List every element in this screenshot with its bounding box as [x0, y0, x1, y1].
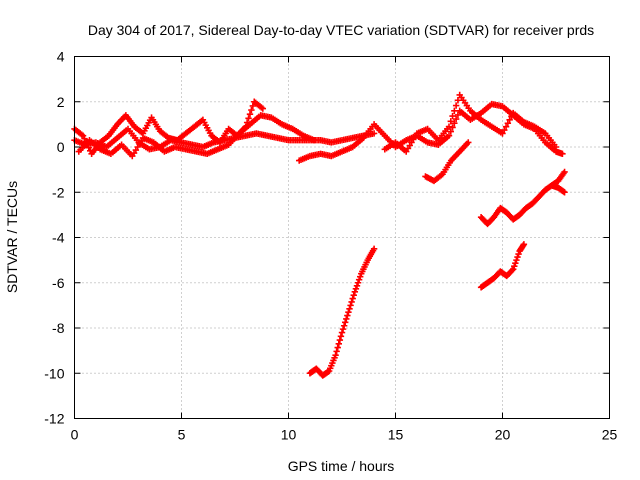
data-point	[345, 308, 352, 316]
data-point	[447, 128, 454, 135]
data-point	[353, 282, 361, 289]
data-point	[454, 111, 462, 119]
data-point	[342, 319, 349, 326]
data-point	[336, 336, 344, 344]
y-axis-label: SDTVAR / TECUs	[4, 181, 20, 293]
data-point	[346, 305, 353, 312]
data-point	[451, 120, 458, 127]
data-point	[511, 262, 518, 270]
x-tick-label: 5	[178, 427, 186, 443]
x-tick-label: 20	[495, 427, 511, 443]
series-arc-steep	[306, 245, 378, 379]
data-point	[370, 245, 378, 253]
y-tick-label: -8	[52, 320, 65, 336]
data-point	[504, 120, 512, 127]
data-point	[501, 126, 508, 134]
series-arc-descend	[422, 139, 472, 185]
data-point	[355, 276, 363, 283]
data-point	[513, 256, 520, 264]
data-point	[370, 130, 378, 137]
data-point	[334, 344, 341, 351]
data-point	[445, 123, 453, 130]
data-point	[508, 267, 516, 274]
series-arc-main-c	[71, 98, 267, 157]
y-tick-label: -6	[52, 275, 65, 291]
y-tick-label: -10	[44, 365, 64, 381]
data-point	[348, 298, 355, 306]
data-point	[447, 118, 454, 125]
y-tick-label: 2	[57, 94, 65, 110]
data-point	[506, 116, 513, 124]
data-point	[344, 312, 351, 319]
y-tick-label: -2	[52, 184, 65, 200]
data-point	[245, 115, 252, 122]
data-point	[502, 123, 510, 130]
data-point	[337, 333, 345, 340]
x-tick-label: 15	[388, 427, 404, 443]
data-point	[454, 97, 462, 104]
chart-title: Day 304 of 2017, Sidereal Day-to-day VTE…	[88, 22, 594, 38]
data-point	[335, 340, 342, 348]
data-point	[246, 110, 254, 118]
series-arc-rise-a	[477, 168, 568, 228]
data-point	[356, 273, 364, 280]
data-point	[343, 315, 350, 323]
x-axis-label: GPS time / hours	[288, 458, 395, 474]
data-point	[259, 105, 267, 112]
data-point	[347, 302, 354, 309]
data-point	[350, 291, 357, 299]
series-arc-tail	[548, 182, 568, 196]
x-tick-label: 0	[71, 427, 79, 443]
data-point	[354, 279, 362, 286]
data-point	[515, 250, 522, 258]
data-point	[512, 259, 519, 267]
x-tick-label: 10	[281, 427, 297, 443]
data-point	[514, 253, 521, 261]
data-point	[508, 113, 515, 120]
data-point	[465, 139, 472, 146]
y-tick-label: 0	[57, 139, 65, 155]
data-point	[449, 112, 456, 120]
series-arc-rise-b	[477, 241, 528, 291]
y-tick-label: 4	[57, 49, 65, 65]
data-point	[499, 130, 506, 137]
series-arc-late	[381, 91, 560, 155]
data-point	[452, 115, 460, 123]
data-point	[451, 107, 458, 114]
data-point	[332, 351, 339, 359]
data-point	[338, 329, 346, 336]
data-point	[445, 132, 453, 139]
x-tick-label: 25	[602, 427, 618, 443]
data-point	[242, 123, 249, 130]
data-point	[351, 288, 359, 295]
data-point	[510, 265, 517, 273]
y-tick-label: -12	[44, 411, 64, 427]
data-point	[352, 285, 360, 292]
data-layer	[71, 91, 568, 379]
data-point	[552, 143, 560, 151]
data-point	[559, 150, 566, 157]
data-point	[333, 348, 340, 355]
data-point	[340, 322, 348, 329]
data-point	[339, 325, 347, 333]
data-point	[520, 241, 528, 248]
data-point	[452, 102, 460, 109]
y-tick-label: -4	[52, 230, 65, 246]
grid-layer	[74, 56, 610, 419]
data-point	[248, 106, 255, 114]
tick-layer: 0 5 10 15 20 25 -12 -10 -8 -6 -4 -2 0 2 4	[44, 49, 617, 443]
data-point	[243, 119, 251, 126]
data-point	[349, 295, 356, 302]
data-point	[310, 137, 318, 144]
data-point	[561, 189, 568, 196]
data-point	[561, 168, 568, 176]
